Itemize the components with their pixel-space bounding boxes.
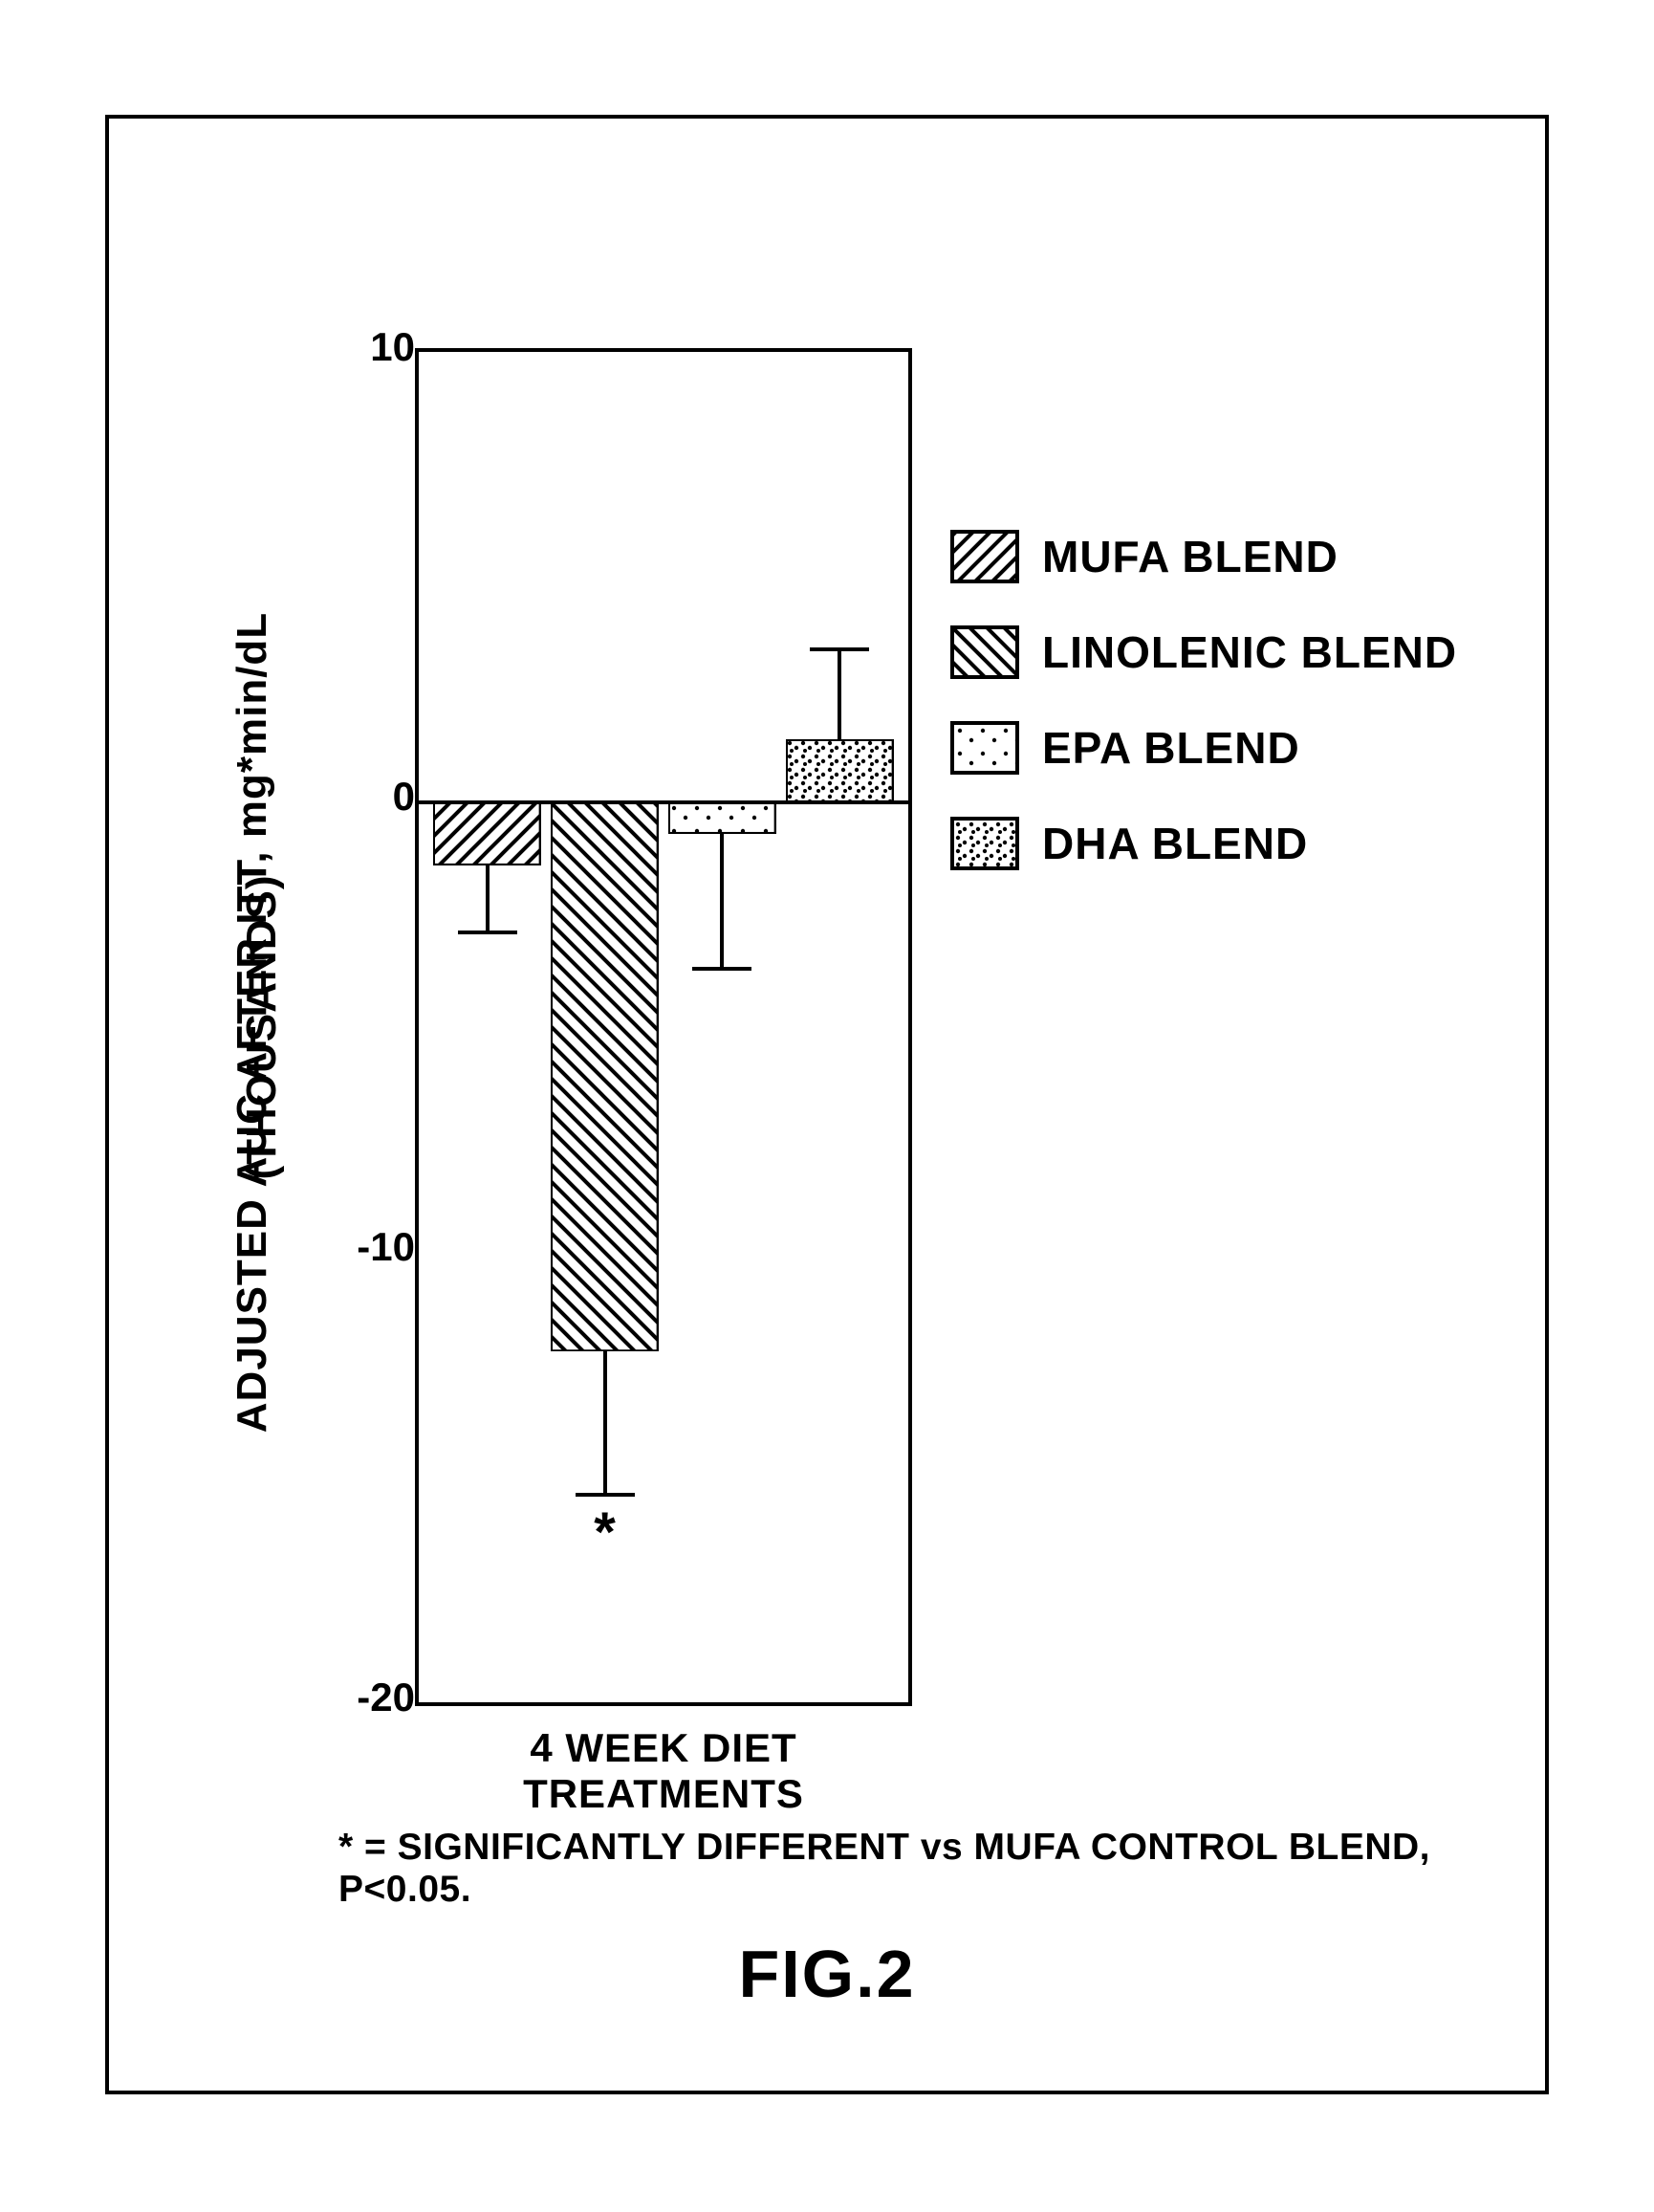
legend-item: MUFA BLEND (950, 530, 1486, 583)
legend: MUFA BLEND LINOLENIC BLEND EPA BLEND DHA BL… (950, 530, 1486, 912)
legend-label: EPA BLEND (1042, 722, 1300, 774)
error-bar (486, 865, 490, 933)
legend-item: EPA BLEND (950, 721, 1486, 775)
bar (668, 802, 776, 834)
error-bar (603, 1351, 607, 1496)
legend-swatch (950, 817, 1019, 870)
bar (551, 802, 659, 1351)
error-bar-cap (458, 931, 517, 934)
legend-label: DHA BLEND (1042, 818, 1308, 869)
significance-marker: * (586, 1500, 624, 1565)
legend-item: LINOLENIC BLEND (950, 625, 1486, 679)
page: ADJUSTED AUC AFTER ITT, mg*min/dL (THOUS… (0, 0, 1654, 2212)
content-frame: ADJUSTED AUC AFTER ITT, mg*min/dL (THOUS… (105, 115, 1549, 2094)
error-bar (720, 834, 724, 969)
y-tick-label: 10 (281, 324, 415, 370)
bar (786, 739, 894, 802)
error-bar-cap (810, 647, 869, 651)
legend-swatch (950, 625, 1019, 679)
legend-item: DHA BLEND (950, 817, 1486, 870)
figure-caption: FIG.2 (109, 1936, 1545, 2012)
y-tick-label: 0 (281, 774, 415, 820)
x-axis-label: 4 WEEK DIET TREATMENTS (415, 1725, 912, 1817)
legend-label: MUFA BLEND (1042, 531, 1338, 582)
significance-footnote: * = SIGNIFICANTLY DIFFERENT vs MUFA CONT… (338, 1827, 1505, 1911)
bar (433, 802, 541, 865)
legend-label: LINOLENIC BLEND (1042, 626, 1457, 678)
y-axis-label-line2: (THOUSANDS) (238, 740, 286, 1314)
y-tick-label: -20 (281, 1675, 415, 1720)
legend-swatch (950, 721, 1019, 775)
error-bar-cap (692, 967, 751, 971)
chart-region: ADJUSTED AUC AFTER ITT, mg*min/dL (THOUS… (195, 291, 931, 1783)
legend-swatch (950, 530, 1019, 583)
y-tick-label: -10 (281, 1224, 415, 1270)
error-bar-cap (576, 1493, 635, 1497)
error-bar (838, 649, 841, 739)
plot-area: * (415, 348, 912, 1706)
